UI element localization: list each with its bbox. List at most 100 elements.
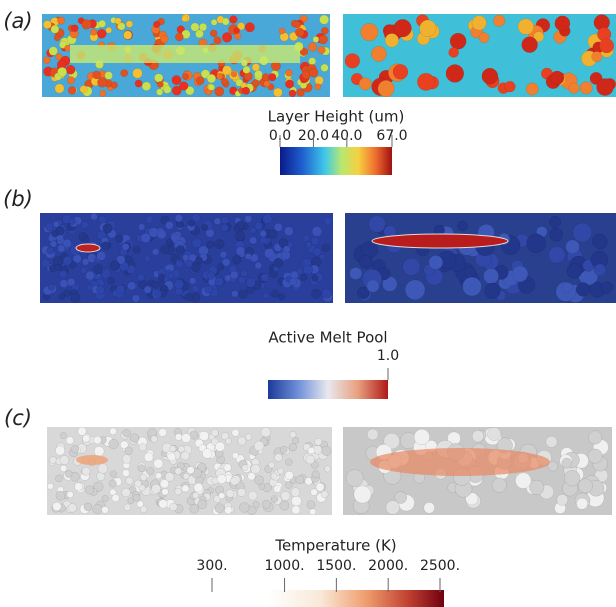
powder-particle — [308, 67, 319, 78]
powder-particle — [293, 20, 302, 29]
powder-particle — [158, 499, 168, 509]
powder-particle — [302, 234, 310, 242]
powder-particle — [394, 491, 407, 504]
powder-particle — [182, 472, 190, 480]
powder-particle — [54, 83, 65, 94]
powder-particle — [230, 476, 239, 486]
powder-particle — [464, 266, 476, 278]
powder-particle — [240, 269, 248, 278]
powder-particle — [53, 34, 61, 42]
powder-particle — [321, 445, 332, 456]
powder-particle — [382, 276, 398, 292]
powder-particle — [311, 274, 319, 282]
powder-particle — [62, 255, 73, 266]
powder-particle — [196, 76, 205, 85]
powder-particle — [249, 236, 258, 245]
powder-particle — [109, 470, 117, 478]
powder-particle — [97, 463, 109, 474]
powder-particle — [150, 435, 158, 443]
powder-particle — [247, 490, 258, 501]
powder-particle — [230, 70, 238, 78]
colorbar-title: Temperature (K) — [274, 537, 396, 555]
powder-particle — [268, 73, 277, 82]
powder-particle — [52, 501, 62, 512]
powder-particle — [526, 233, 546, 254]
powder-particle — [174, 487, 182, 496]
powder-particle — [254, 261, 262, 270]
powder-particle — [251, 79, 260, 88]
powder-particle — [93, 435, 102, 445]
powder-particle — [175, 260, 184, 269]
powder-particle — [549, 227, 564, 242]
powder-particle — [344, 53, 361, 69]
powder-particle — [428, 255, 444, 270]
powder-particle — [111, 494, 120, 503]
powder-particle — [108, 479, 117, 488]
powder-particle — [80, 266, 88, 275]
powder-particle — [68, 217, 76, 225]
powder-particle — [225, 437, 232, 445]
powder-particle — [175, 245, 186, 255]
powder-particle — [314, 437, 323, 446]
powder-particle — [292, 436, 300, 444]
powder-particle — [484, 282, 501, 299]
powder-particle — [64, 470, 73, 478]
powder-particle — [273, 222, 283, 232]
powder-particle — [59, 432, 67, 439]
powder-particle — [71, 24, 79, 32]
powder-particle — [392, 64, 409, 80]
powder-particle — [161, 488, 169, 496]
powder-particle — [285, 481, 293, 489]
powder-particle — [295, 27, 305, 38]
powder-particle — [285, 79, 295, 89]
powder-particle — [123, 30, 133, 40]
powder-particle — [314, 75, 324, 86]
powder-particle — [206, 73, 217, 84]
powder-particle — [82, 434, 90, 443]
powder-particle — [158, 273, 166, 281]
powder-particle — [101, 506, 109, 514]
powder-particle — [174, 32, 184, 42]
powder-particle — [366, 279, 380, 293]
powder-particle — [84, 485, 94, 495]
powder-particle — [185, 85, 195, 96]
powder-particle — [193, 482, 204, 493]
powder-particle — [121, 487, 131, 498]
powder-particle — [448, 47, 459, 58]
powder-particle — [117, 22, 126, 31]
powder-particle — [101, 241, 110, 250]
powder-particle — [277, 467, 284, 475]
powder-particle — [57, 244, 66, 253]
powder-particle — [83, 502, 93, 512]
powder-particle — [195, 29, 204, 39]
powder-particle — [191, 262, 201, 273]
powder-particle — [321, 243, 331, 253]
powder-particle — [195, 256, 203, 265]
powder-particle — [591, 233, 608, 250]
powder-particle — [221, 432, 229, 441]
powder-particle — [353, 485, 372, 504]
powder-particle — [262, 213, 273, 224]
powder-particle — [315, 482, 325, 492]
powder-particle — [548, 246, 566, 264]
powder-particle — [253, 440, 265, 452]
powder-particle — [306, 500, 316, 509]
powder-particle — [465, 492, 479, 506]
melt-pool — [371, 233, 509, 249]
powder-particle — [98, 19, 107, 28]
powder-particle — [217, 240, 225, 247]
powder-particle — [82, 236, 90, 244]
powder-particle — [225, 489, 235, 498]
powder-particle — [154, 73, 164, 83]
powder-particle — [137, 464, 146, 472]
powder-particle — [596, 78, 614, 96]
powder-particle — [209, 29, 218, 38]
powder-particle — [231, 428, 240, 437]
powder-particle — [211, 428, 219, 437]
powder-particle — [449, 32, 467, 50]
powder-particle — [236, 220, 246, 230]
powder-particle — [279, 445, 288, 454]
colorbar — [268, 590, 444, 607]
powder-particle — [252, 500, 260, 509]
powder-particle — [267, 228, 278, 239]
